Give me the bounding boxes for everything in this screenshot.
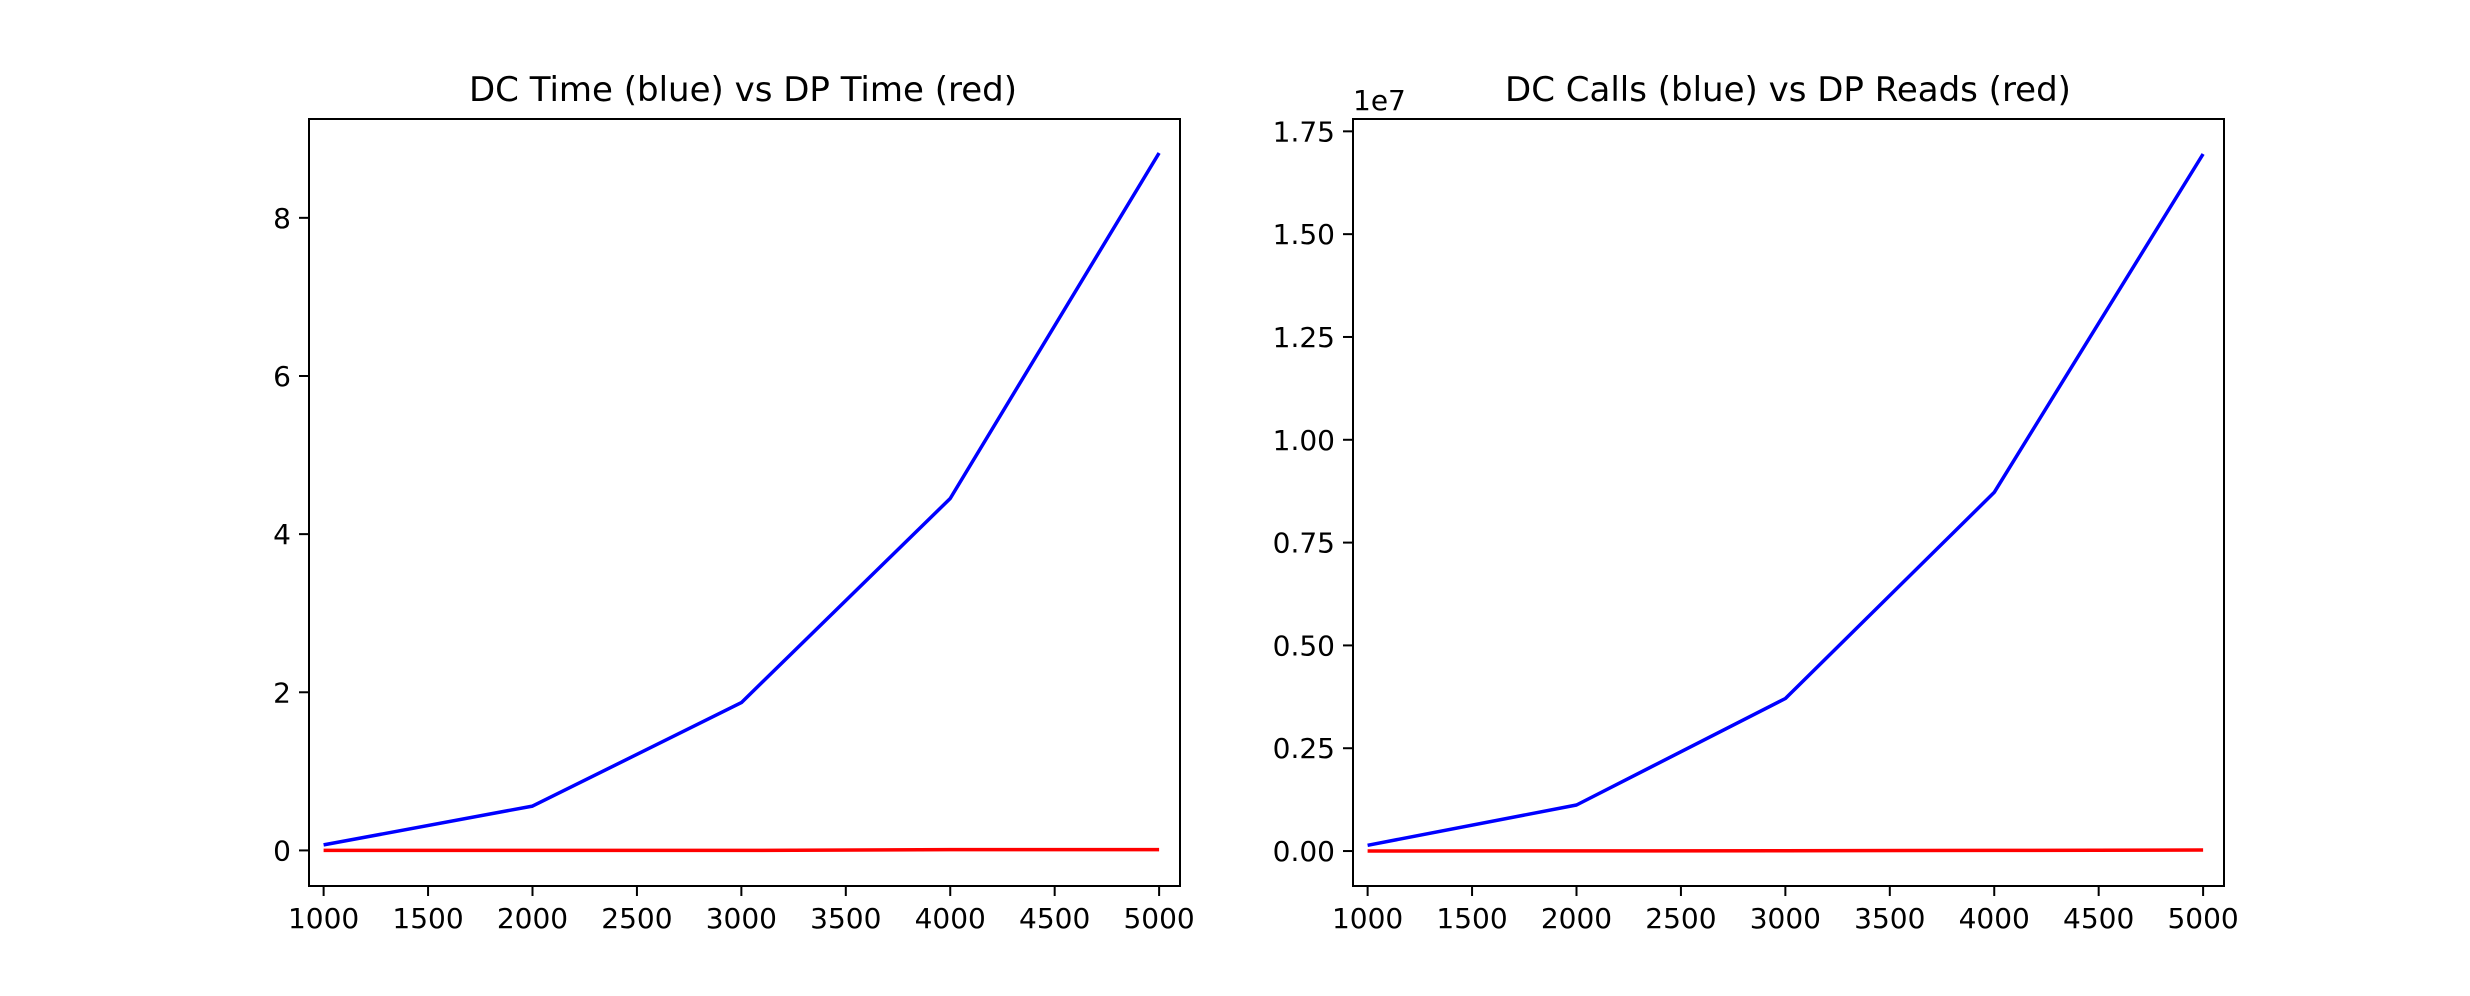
y-axis: 0 2 4 6 8 [273,202,309,867]
x-tick-label: 2500 [601,902,672,935]
x-tick-label: 4500 [1019,902,1090,935]
y-offset-label: 1e7 [1353,84,1406,117]
series-line-1 [1367,848,2204,853]
x-tick-label: 1000 [288,902,359,935]
y-tick-label: 1.25 [1273,321,1335,354]
x-tick-label: 5000 [1123,902,1194,935]
y-tick-label: 0.75 [1273,527,1335,560]
y-tick-label: 8 [273,202,291,235]
y-tick-label: 1.75 [1273,115,1335,148]
x-tick-label: 3500 [810,902,881,935]
x-tick-label: 1500 [1436,902,1507,935]
x-tick-label: 3000 [706,902,777,935]
x-tick-label: 2500 [1645,902,1716,935]
y-tick-label: 0.00 [1273,835,1335,868]
chart-title: DC Time (blue) vs DP Time (red) [469,70,1017,110]
x-tick-label: 4000 [915,902,986,935]
x-tick-label: 2000 [1541,902,1612,935]
x-tick-label: 5000 [2167,902,2238,935]
y-axis: 0.00 0.25 0.50 0.75 1.00 1.25 1.50 1.75 [1273,115,1353,868]
y-tick-label: 1.00 [1273,424,1335,457]
x-tick-label: 3500 [1854,902,1925,935]
y-tick-label: 6 [273,360,291,393]
series-line-0 [1367,153,2205,848]
series-layer [1367,153,2205,853]
y-tick-label: 1.50 [1273,218,1335,251]
y-tick-label: 0.50 [1273,629,1335,662]
y-tick-label: 2 [273,676,291,709]
x-axis: 1000 1500 2000 2500 3000 3500 4000 4500 5000 [1332,886,2239,935]
x-tick-label: 3000 [1750,902,1821,935]
y-tick-label: 0 [273,834,291,867]
x-tick-label: 1500 [392,902,463,935]
x-tick-label: 4000 [1959,902,2030,935]
x-tick-label: 1000 [1332,902,1403,935]
series-layer [323,152,1161,853]
x-tick-label: 4500 [2063,902,2134,935]
series-line-0 [323,152,1161,847]
x-tick-label: 2000 [497,902,568,935]
chart-title: DC Calls (blue) vs DP Reads (red) [1505,70,2071,110]
axes-frame [1352,118,2225,887]
axes-frame [308,118,1181,887]
x-axis: 1000 1500 2000 2500 3000 3500 4000 4500 5000 [288,886,1195,935]
chart-dc-time: DC Time (blue) vs DP Time (red) 1000 1500… [273,70,1195,935]
series-line-1 [323,847,1160,853]
y-tick-label: 4 [273,518,291,551]
y-tick-label: 0.25 [1273,732,1335,765]
chart-dc-calls: DC Calls (blue) vs DP Reads (red) 1e7 10… [1273,70,2239,935]
